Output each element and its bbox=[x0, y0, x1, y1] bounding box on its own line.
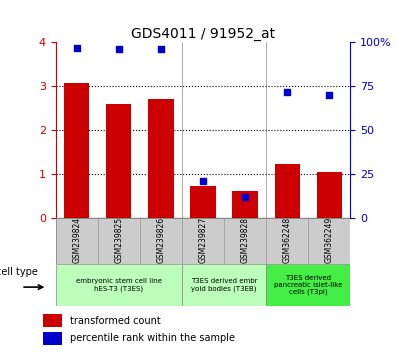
Bar bbox=[43, 314, 62, 327]
Point bbox=[158, 47, 164, 52]
Bar bbox=[316, 172, 342, 218]
Point bbox=[284, 89, 290, 95]
Bar bbox=[56, 264, 182, 306]
Bar bbox=[98, 218, 140, 264]
Text: GSM362248: GSM362248 bbox=[283, 217, 292, 263]
Text: GSM239826: GSM239826 bbox=[156, 217, 166, 263]
Text: GSM239827: GSM239827 bbox=[199, 217, 207, 263]
Bar bbox=[182, 218, 224, 264]
Bar bbox=[266, 264, 350, 306]
Bar bbox=[224, 218, 266, 264]
Bar bbox=[266, 218, 308, 264]
Text: transformed count: transformed count bbox=[70, 316, 161, 326]
Point bbox=[200, 178, 206, 184]
Bar bbox=[190, 186, 216, 218]
Point bbox=[74, 45, 80, 51]
Text: T3ES derived embr
yoid bodies (T3EB): T3ES derived embr yoid bodies (T3EB) bbox=[191, 278, 257, 292]
Text: cell type: cell type bbox=[0, 267, 38, 277]
Text: GSM362249: GSM362249 bbox=[325, 217, 334, 263]
Bar bbox=[308, 218, 350, 264]
Point bbox=[242, 194, 248, 200]
Text: GSM239824: GSM239824 bbox=[72, 217, 81, 263]
Bar bbox=[43, 332, 62, 345]
Text: GSM239825: GSM239825 bbox=[114, 217, 123, 263]
Bar bbox=[64, 83, 90, 218]
Bar bbox=[275, 164, 300, 218]
Bar bbox=[140, 218, 182, 264]
Text: embryonic stem cell line
hES-T3 (T3ES): embryonic stem cell line hES-T3 (T3ES) bbox=[76, 278, 162, 292]
Bar bbox=[106, 104, 131, 218]
Text: T3ES derived
pancreatic islet-like
cells (T3pi): T3ES derived pancreatic islet-like cells… bbox=[274, 275, 342, 295]
Point bbox=[116, 47, 122, 52]
Bar bbox=[56, 218, 98, 264]
Bar bbox=[232, 192, 258, 218]
Title: GDS4011 / 91952_at: GDS4011 / 91952_at bbox=[131, 28, 275, 41]
Text: percentile rank within the sample: percentile rank within the sample bbox=[70, 333, 235, 343]
Bar bbox=[148, 98, 174, 218]
Point bbox=[326, 92, 332, 98]
Text: GSM239828: GSM239828 bbox=[240, 217, 250, 263]
Bar bbox=[182, 264, 266, 306]
